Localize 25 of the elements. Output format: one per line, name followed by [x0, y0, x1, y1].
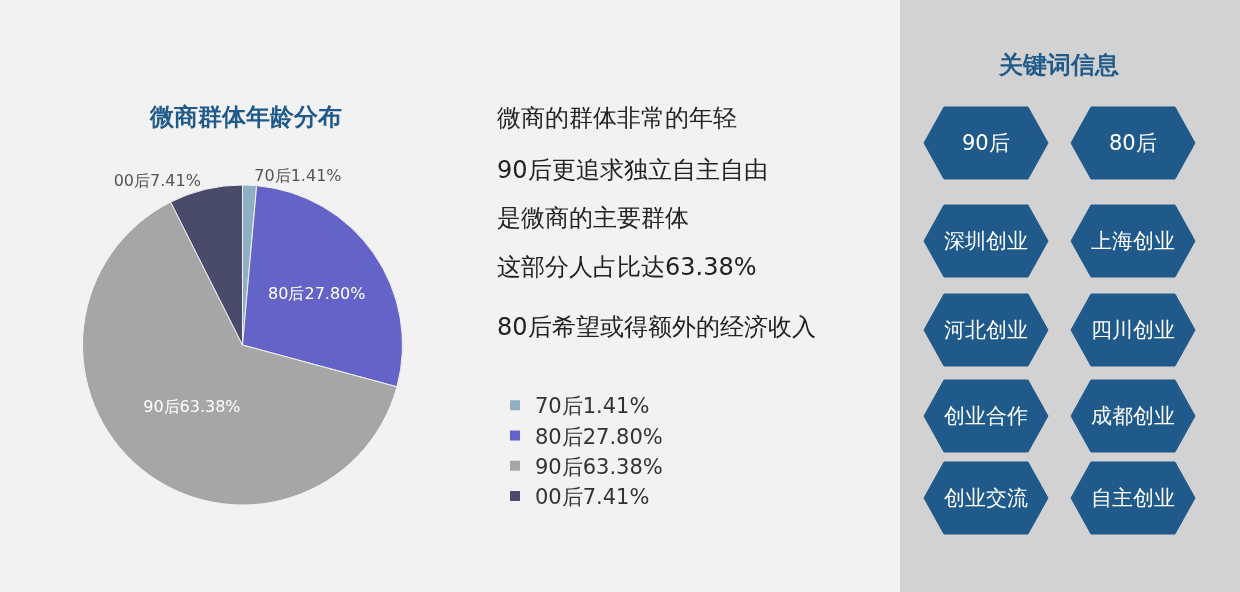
text: 90后	[962, 131, 1010, 155]
text: 微商的群体非常的年轻	[497, 104, 737, 132]
text: 深圳创业	[944, 229, 1028, 253]
legend-label: 70后1.41%	[535, 394, 650, 419]
legend-label: 00后7.41%	[535, 485, 650, 510]
text: 成都创业	[1091, 404, 1175, 428]
text: 90后更追求独立自主自由	[497, 156, 768, 184]
slice-label: 90后63.38%	[143, 397, 241, 417]
slice-label: 70后1.41%	[254, 166, 342, 186]
text: 创业交流	[944, 486, 1028, 510]
text: 上海创业	[1091, 229, 1175, 253]
chart-title: 微商群体年龄分布	[149, 103, 342, 131]
text: 关键词信息	[998, 51, 1119, 79]
text: 创业合作	[944, 404, 1028, 428]
text: 是微商的主要群体	[497, 204, 689, 232]
text: 河北创业	[944, 318, 1028, 342]
legend-label: 80后27.80%	[535, 424, 663, 449]
text: 80后希望或得额外的经济收入	[497, 313, 816, 341]
text: 80后	[1109, 131, 1157, 155]
text: 自主创业	[1091, 486, 1175, 510]
text: 四川创业	[1091, 318, 1175, 342]
text: 这部分人占比达63.38%	[497, 253, 757, 281]
slice-label: 80后27.80%	[268, 283, 366, 303]
slice-label: 00后7.41%	[113, 170, 201, 190]
legend-label: 90后63.38%	[535, 454, 663, 479]
